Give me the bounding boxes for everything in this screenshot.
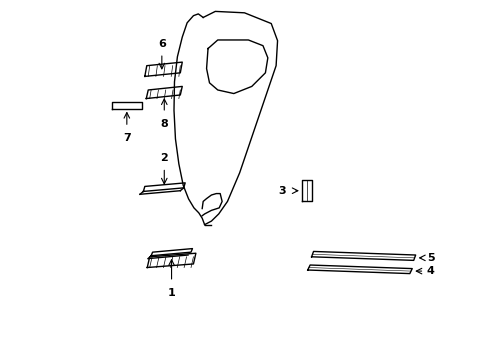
Text: 8: 8: [160, 118, 168, 129]
Text: 3: 3: [278, 186, 286, 196]
Text: 1: 1: [167, 288, 175, 298]
Text: 4: 4: [426, 266, 434, 276]
Text: 2: 2: [160, 153, 168, 163]
Text: 5: 5: [426, 253, 433, 263]
Text: 7: 7: [122, 133, 130, 143]
Text: 6: 6: [158, 39, 165, 49]
